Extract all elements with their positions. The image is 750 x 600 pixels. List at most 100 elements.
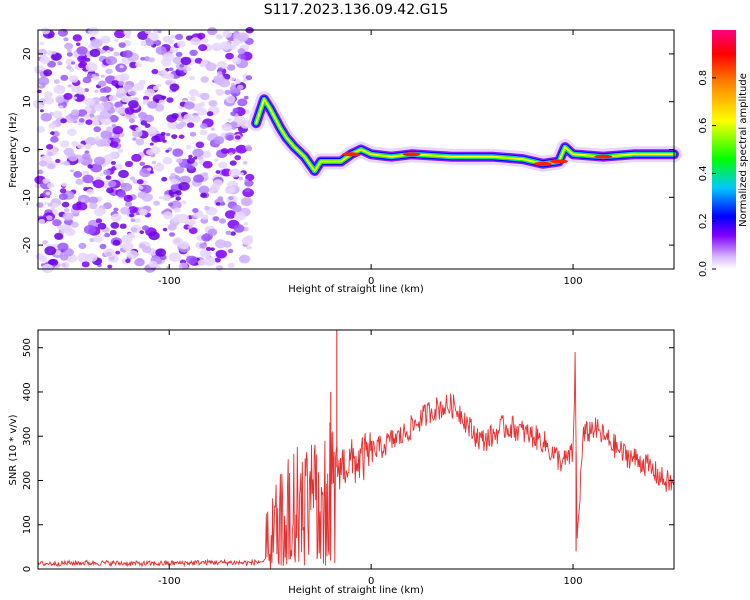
noise-blob bbox=[139, 230, 145, 235]
colorbar: 0.0 0.2 0.4 0.6 0.8 Normalized spectral ampl… bbox=[698, 30, 749, 277]
noise-blob bbox=[108, 47, 114, 52]
noise-blob bbox=[73, 96, 78, 100]
noise-blob bbox=[94, 104, 105, 112]
noise-blob bbox=[59, 188, 67, 194]
noise-blob bbox=[220, 148, 229, 154]
noise-blob bbox=[82, 153, 91, 160]
noise-blob bbox=[81, 261, 90, 268]
noise-blob bbox=[148, 57, 156, 63]
noise-blob bbox=[175, 33, 184, 41]
noise-blob bbox=[241, 236, 253, 246]
noise-blob bbox=[228, 168, 241, 178]
noise-blob bbox=[116, 87, 125, 95]
noise-blob bbox=[130, 227, 138, 233]
noise-blob bbox=[234, 155, 241, 161]
noise-blob bbox=[56, 85, 64, 91]
noise-blob bbox=[63, 147, 75, 156]
noise-blob bbox=[48, 123, 57, 129]
noise-blob bbox=[63, 208, 70, 213]
x-tick-label: 100 bbox=[564, 276, 583, 287]
noise-blob bbox=[160, 69, 167, 75]
noise-blob bbox=[149, 142, 154, 146]
noise-blob bbox=[55, 96, 65, 104]
noise-blob bbox=[207, 228, 218, 236]
noise-blob bbox=[61, 182, 67, 187]
noise-blob bbox=[61, 201, 70, 208]
noise-blob bbox=[193, 156, 198, 160]
noise-blob bbox=[37, 76, 50, 86]
noise-blob bbox=[187, 225, 193, 229]
noise-blob bbox=[218, 161, 228, 169]
noise-blob bbox=[210, 127, 215, 131]
noise-blob bbox=[67, 84, 72, 88]
noise-blob bbox=[45, 191, 51, 196]
noise-blob bbox=[110, 222, 120, 229]
noise-blob bbox=[138, 243, 146, 249]
noise-blob bbox=[223, 241, 232, 248]
noise-blob bbox=[168, 202, 174, 207]
noise-blob bbox=[230, 231, 236, 236]
noise-blob bbox=[217, 196, 224, 201]
noise-blob bbox=[94, 136, 101, 141]
noise-blob bbox=[85, 119, 93, 125]
noise-blob bbox=[192, 148, 204, 158]
noise-blob bbox=[198, 44, 208, 52]
noise-blob bbox=[165, 73, 175, 80]
noise-blob bbox=[239, 172, 244, 176]
noise-blob bbox=[88, 113, 95, 118]
noise-blob bbox=[116, 106, 128, 115]
noise-blob bbox=[88, 27, 99, 36]
noise-blob bbox=[161, 176, 168, 182]
x-tick-label: 0 bbox=[368, 276, 374, 287]
noise-blob bbox=[73, 93, 85, 102]
noise-blob bbox=[64, 43, 74, 50]
noise-blob bbox=[123, 29, 132, 36]
noise-blob bbox=[82, 174, 94, 184]
noise-blob bbox=[76, 87, 86, 95]
noise-blob bbox=[52, 110, 63, 119]
noise-blob bbox=[63, 37, 69, 42]
noise-blob bbox=[200, 123, 208, 129]
noise-blob bbox=[47, 60, 57, 68]
noise-blob bbox=[66, 52, 73, 57]
noise-blob bbox=[119, 223, 127, 229]
noise-blob bbox=[118, 169, 129, 179]
snr-xlabel: Height of straight line (km) bbox=[288, 585, 424, 596]
noise-blob bbox=[154, 98, 160, 103]
noise-blob bbox=[176, 158, 183, 164]
noise-blob bbox=[212, 45, 220, 51]
colorbar-tick-label: 0.8 bbox=[698, 70, 709, 86]
noise-blob bbox=[130, 218, 136, 222]
noise-blob bbox=[153, 200, 161, 206]
noise-blob bbox=[244, 187, 251, 193]
y-tick-label: 200 bbox=[22, 471, 33, 490]
noise-blob bbox=[227, 248, 234, 254]
colorbar-tick-label: 0.4 bbox=[698, 165, 709, 181]
noise-blob bbox=[217, 67, 224, 72]
noise-blob bbox=[131, 153, 142, 162]
x-tick-label: 0 bbox=[368, 576, 374, 587]
noise-blob bbox=[213, 158, 219, 162]
noise-blob bbox=[194, 57, 203, 64]
noise-blob bbox=[203, 256, 216, 267]
noise-blob bbox=[201, 37, 209, 43]
noise-blob bbox=[60, 140, 70, 148]
noise-blob bbox=[186, 122, 195, 128]
noise-blob bbox=[71, 141, 79, 147]
noise-blob bbox=[119, 65, 124, 69]
signal-hotspot bbox=[533, 161, 552, 166]
noise-blob bbox=[147, 167, 152, 171]
noise-blob bbox=[45, 215, 53, 221]
noise-blob bbox=[200, 76, 209, 83]
noise-blob bbox=[149, 170, 154, 174]
noise-blob bbox=[91, 120, 100, 126]
noise-blob bbox=[162, 156, 173, 165]
noise-blob bbox=[76, 201, 82, 206]
noise-blob bbox=[89, 237, 95, 243]
noise-blob bbox=[129, 91, 136, 96]
noise-blob bbox=[67, 128, 77, 136]
noise-blob bbox=[82, 76, 92, 84]
noise-blob bbox=[216, 71, 223, 76]
noise-blob bbox=[228, 196, 234, 201]
noise-blob bbox=[166, 97, 174, 103]
